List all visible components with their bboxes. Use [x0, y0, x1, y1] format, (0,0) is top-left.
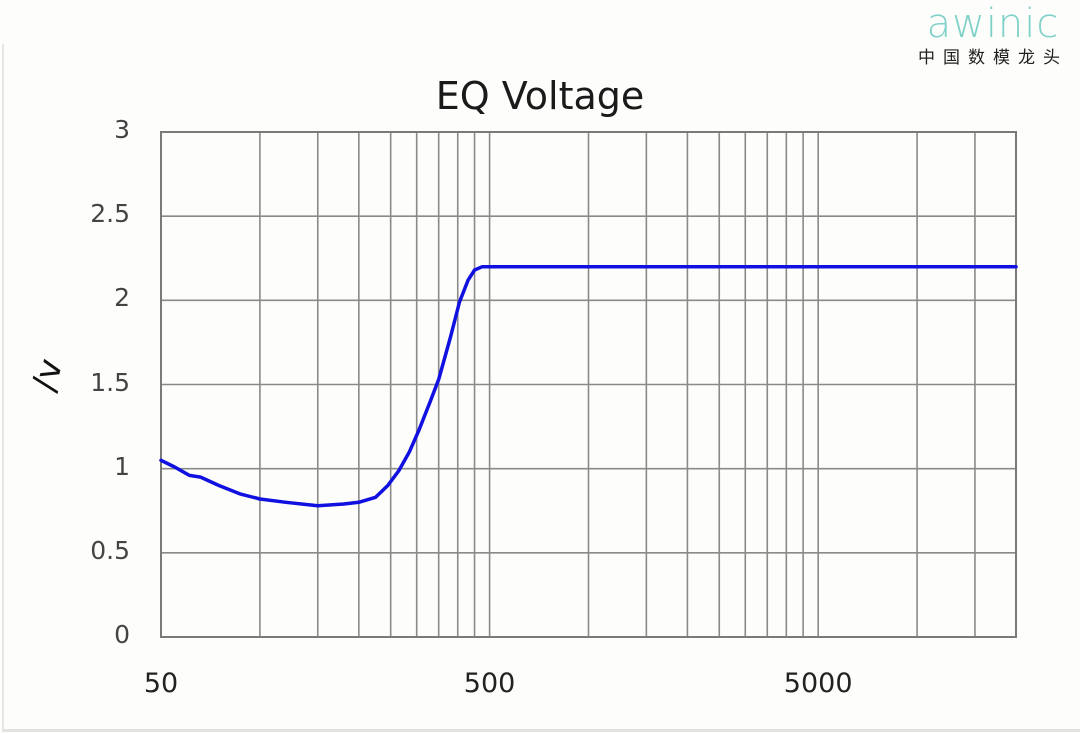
grid-lines	[161, 131, 1017, 638]
y-tick-label: 0	[114, 620, 130, 649]
y-tick-label: 2	[114, 283, 130, 313]
awinic-logo: awinic 中国数模龙头	[918, 2, 1068, 68]
y-tick-label: 3	[114, 115, 130, 144]
y-tick-label: 2.5	[90, 199, 130, 229]
x-tick-label: 50	[143, 668, 179, 699]
logo-wordmark: awinic	[926, 1, 1060, 47]
logo-tagline: 中国数模龙头	[918, 48, 1068, 68]
y-tick-label: 0.5	[90, 535, 130, 565]
eq-voltage-line	[159, 264, 1018, 508]
chart-title: EQ Voltage	[435, 74, 645, 118]
y-tick-label: 1	[114, 451, 130, 481]
plot-border	[160, 131, 1017, 638]
x-tick-label: 500	[463, 668, 516, 699]
chart-frame	[2, 44, 1080, 732]
y-tick-label: 1.5	[90, 367, 130, 397]
x-tick-label: 5000	[783, 668, 853, 699]
